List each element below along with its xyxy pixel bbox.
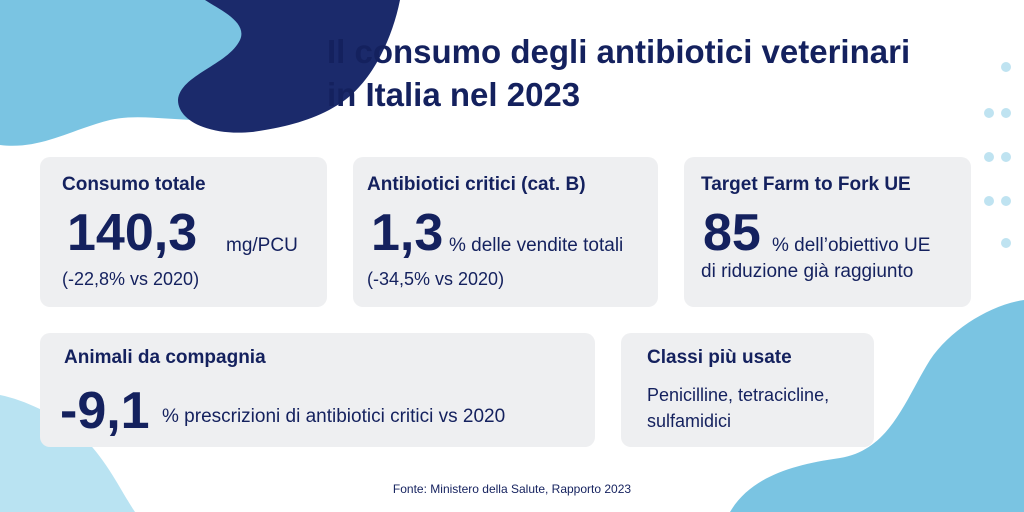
dot (1001, 108, 1011, 118)
dot (1001, 196, 1011, 206)
title-line-2: in Italia nel 2023 (327, 76, 581, 113)
card-title: Consumo totale (62, 174, 206, 195)
card-title: Animali da compagnia (64, 347, 266, 368)
stat-unit: % prescrizioni di antibiotici critici vs… (162, 406, 506, 427)
top-dark-blob (178, 0, 400, 133)
dot (984, 108, 994, 118)
classes-line-1: Penicilline, tetracicline, (647, 385, 830, 405)
classes-line-2: sulfamidici (647, 411, 732, 431)
stat-unit: % dell’obiettivo UE (772, 235, 931, 256)
stat-note: di riduzione già raggiunto (701, 261, 914, 282)
dot (1001, 152, 1011, 162)
card-classi-piu-usate: Classi più usate Penicilline, tetracicli… (621, 333, 874, 447)
stat-value: -9,1 (60, 382, 150, 440)
dot (1001, 238, 1011, 248)
stat-value: 140,3 (67, 204, 198, 262)
stat-unit: mg/PCU (226, 235, 298, 256)
card-target-farm-to-fork: Target Farm to Fork UE 85 % dell’obietti… (684, 157, 971, 307)
bottom-left-blob (0, 395, 135, 512)
stat-value: 1,3 (371, 204, 444, 262)
card-title: Antibiotici critici (cat. B) (367, 174, 586, 195)
title-line-1: Il consumo degli antibiotici veterinari (327, 33, 911, 70)
bottom-right-blob (730, 300, 1024, 512)
stat-note: (-22,8% vs 2020) (62, 269, 200, 289)
stat-note: (-34,5% vs 2020) (367, 269, 505, 289)
dot (984, 196, 994, 206)
card-antibiotici-critici: Antibiotici critici (cat. B) 1,3 % delle… (353, 157, 658, 307)
dot (984, 152, 994, 162)
stat-value: 85 (703, 204, 761, 262)
stat-unit: % delle vendite totali (449, 235, 624, 256)
source-note: Fonte: Ministero della Salute, Rapporto … (392, 482, 632, 496)
card-title: Target Farm to Fork UE (701, 174, 911, 195)
card-animali-da-compagnia: Animali da compagnia -9,1 % prescrizioni… (40, 333, 595, 447)
card-title: Classi più usate (647, 347, 792, 368)
card-consumo-totale: Consumo totale 140,3 mg/PCU (-22,8% vs 2… (40, 157, 327, 307)
dot (1001, 62, 1011, 72)
page-title: Il consumo degli antibiotici veterinari … (327, 30, 987, 116)
